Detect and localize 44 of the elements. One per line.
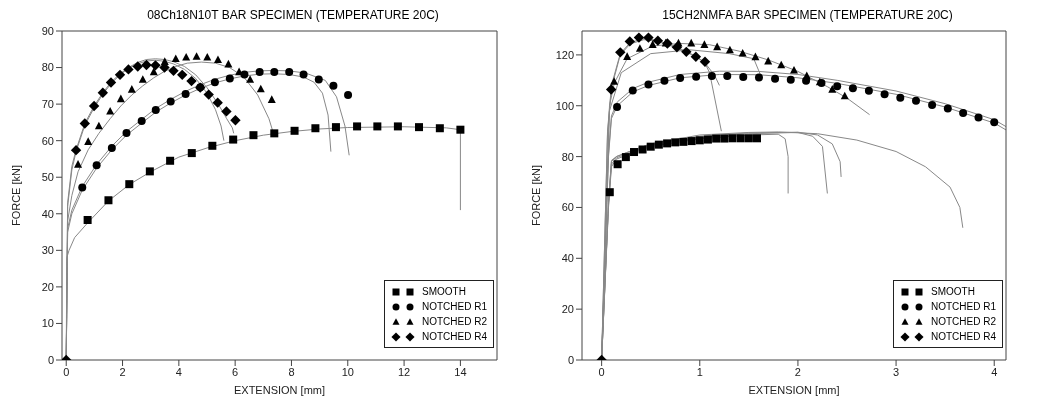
x-tick-label: 14 — [454, 365, 467, 378]
legend-label: SMOOTH — [421, 285, 466, 299]
y-axis-title: FORCE [kN] — [529, 164, 542, 227]
chart-title: 08Ch18N10T BAR SPECIMEN (TEMPERATURE 20C) — [146, 8, 440, 24]
y-tick-label: 60 — [561, 201, 574, 214]
y-tick-label: 20 — [41, 280, 54, 293]
legend-label: NOTCHED R1 — [421, 300, 487, 314]
x-tick-label: 4 — [175, 365, 182, 378]
legend-label: NOTCHED R4 — [930, 330, 996, 344]
y-tick-label: 70 — [41, 98, 54, 111]
y-tick-label: 40 — [41, 207, 54, 220]
y-tick-label: 90 — [41, 24, 54, 37]
x-tick-label: 10 — [341, 365, 354, 378]
legend-label: NOTCHED R1 — [930, 300, 996, 314]
y-tick-label: 60 — [41, 134, 54, 147]
y-tick-label: 0 — [567, 353, 574, 366]
x-tick-label: 6 — [232, 365, 239, 378]
x-tick-label: 4 — [991, 365, 998, 378]
x-tick-label: 2 — [119, 365, 126, 378]
x-tick-label: 12 — [397, 365, 411, 378]
legend-label: SMOOTH — [930, 285, 975, 299]
x-axis-title: EXTENSION [mm] — [233, 384, 326, 396]
legend-label: NOTCHED R2 — [930, 315, 996, 329]
y-tick-label: 120 — [555, 48, 574, 61]
chart-title: 15CH2NMFA BAR SPECIMEN (TEMPERATURE 20C) — [661, 8, 954, 24]
y-tick-label: 10 — [41, 317, 54, 330]
x-tick-label: 1 — [696, 365, 703, 378]
x-tick-label: 8 — [288, 365, 295, 378]
legend-label: NOTCHED R2 — [421, 315, 487, 329]
y-tick-label: 50 — [41, 171, 54, 184]
x-tick-label: 3 — [893, 365, 900, 378]
y-tick-label: 100 — [555, 99, 574, 112]
y-tick-label: 30 — [41, 244, 54, 257]
y-tick-label: 20 — [561, 303, 574, 316]
x-tick-label: 2 — [794, 365, 801, 378]
y-tick-label: 0 — [47, 353, 54, 366]
y-tick-label: 80 — [561, 150, 574, 163]
y-tick-label: 80 — [41, 61, 54, 74]
x-tick-label: 0 — [63, 365, 70, 378]
y-tick-label: 40 — [561, 252, 574, 265]
y-axis-title: FORCE [kN] — [9, 164, 22, 227]
x-axis-title: EXTENSION [mm] — [748, 384, 840, 396]
x-tick-label: 0 — [598, 365, 605, 378]
legend-label: NOTCHED R4 — [421, 330, 487, 344]
